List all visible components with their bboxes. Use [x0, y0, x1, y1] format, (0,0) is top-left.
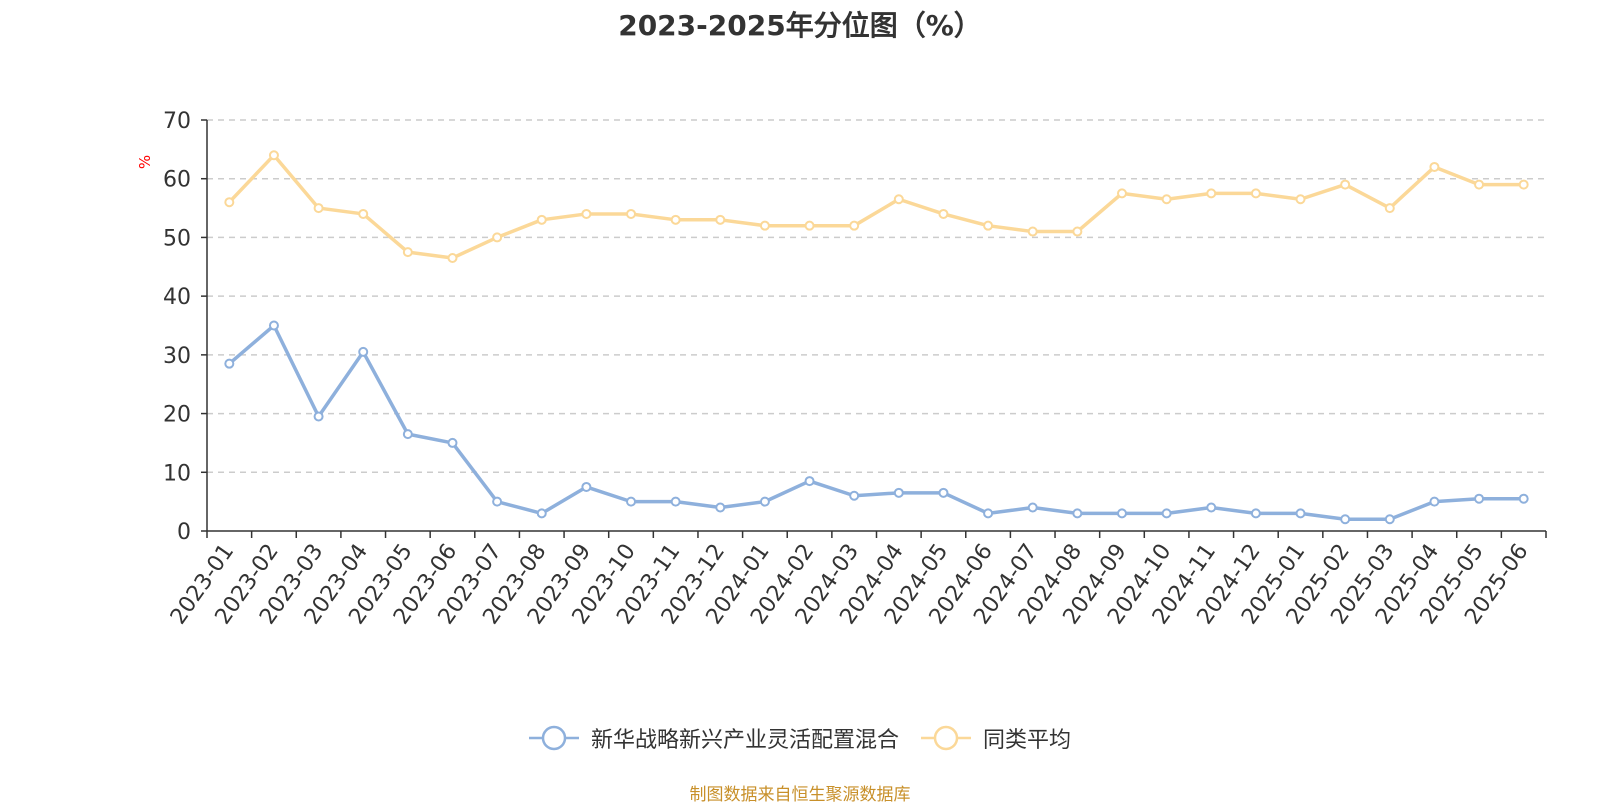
data-point: [1206, 188, 1217, 199]
data-point: [1295, 508, 1306, 519]
chart-title: 2023-2025年分位图（%）: [618, 9, 982, 42]
y-tick-label: 70: [163, 109, 191, 134]
data-point: [1161, 194, 1172, 205]
data-point: [268, 320, 279, 331]
data-points: [224, 150, 1529, 525]
data-point: [893, 194, 904, 205]
footer-source: 制图数据来自恒生聚源数据库: [689, 785, 911, 805]
data-point: [1072, 508, 1083, 519]
y-tick-label: 40: [163, 285, 191, 310]
data-point: [224, 358, 235, 369]
series-lines: [228, 153, 1524, 522]
data-point: [849, 490, 860, 501]
y-tick-label: 10: [163, 461, 191, 486]
data-point: [1474, 493, 1485, 504]
legend-item-2[interactable]: 同类平均: [921, 722, 1071, 754]
data-point: [670, 214, 681, 225]
legend-symbol: [921, 725, 971, 751]
data-point: [1384, 514, 1395, 525]
data-point: [626, 496, 637, 507]
data-point: [983, 508, 994, 519]
data-point: [313, 411, 324, 422]
data-point: [1295, 194, 1306, 205]
series-line-2: [228, 153, 1524, 260]
legend-label: 新华战略新兴产业灵活配置混合: [590, 728, 899, 753]
legend-marker: [541, 725, 567, 751]
data-point: [581, 208, 592, 219]
data-point: [983, 220, 994, 231]
data-point: [1340, 179, 1351, 190]
legend-symbol: [528, 725, 579, 751]
data-point: [804, 476, 815, 487]
data-point: [536, 508, 547, 519]
y-tick-label: 20: [163, 403, 191, 428]
data-point: [759, 496, 770, 507]
data-point: [1384, 203, 1395, 214]
data-point: [313, 203, 324, 214]
data-point: [492, 232, 503, 243]
data-point: [1116, 188, 1127, 199]
data-point: [715, 214, 726, 225]
data-point: [1250, 508, 1261, 519]
data-point: [1161, 508, 1172, 519]
data-point: [1072, 226, 1083, 237]
data-point: [715, 502, 726, 513]
data-point: [670, 496, 681, 507]
series-line-1: [228, 323, 1524, 522]
data-point: [358, 346, 369, 357]
data-point: [759, 220, 770, 231]
data-point: [804, 220, 815, 231]
grid-lines: [207, 119, 1546, 474]
legend: 新华战略新兴产业灵活配置混合 同类平均: [0, 722, 1600, 754]
y-tick-label: 60: [163, 168, 191, 193]
y-tick-label: 0: [177, 520, 191, 545]
data-point: [1518, 493, 1529, 504]
data-point: [536, 214, 547, 225]
data-point: [402, 247, 413, 258]
data-point: [1518, 179, 1529, 190]
data-point: [224, 197, 235, 208]
data-point: [1116, 508, 1127, 519]
data-point: [268, 150, 279, 161]
legend-label: 同类平均: [983, 728, 1072, 753]
data-point: [938, 208, 949, 219]
legend-item-1[interactable]: 新华战略新兴产业灵活配置混合: [528, 722, 899, 754]
data-point: [581, 481, 592, 492]
data-point: [358, 208, 369, 219]
data-point: [893, 487, 904, 498]
data-point: [447, 252, 458, 263]
data-point: [492, 496, 503, 507]
data-point: [447, 437, 458, 448]
data-point: [1340, 514, 1351, 525]
data-point: [402, 429, 413, 440]
y-tick-label: 50: [163, 226, 191, 251]
legend-marker: [933, 725, 959, 751]
data-point: [1250, 188, 1261, 199]
data-point: [626, 208, 637, 219]
y-tick-label: 30: [163, 344, 191, 369]
data-point: [938, 487, 949, 498]
data-point: [1429, 496, 1440, 507]
y-axis-unit-label: %: [136, 155, 154, 169]
data-point: [849, 220, 860, 231]
data-point: [1474, 179, 1485, 190]
data-point: [1027, 226, 1038, 237]
data-point: [1429, 161, 1440, 172]
data-point: [1206, 502, 1217, 513]
data-point: [1027, 502, 1038, 513]
